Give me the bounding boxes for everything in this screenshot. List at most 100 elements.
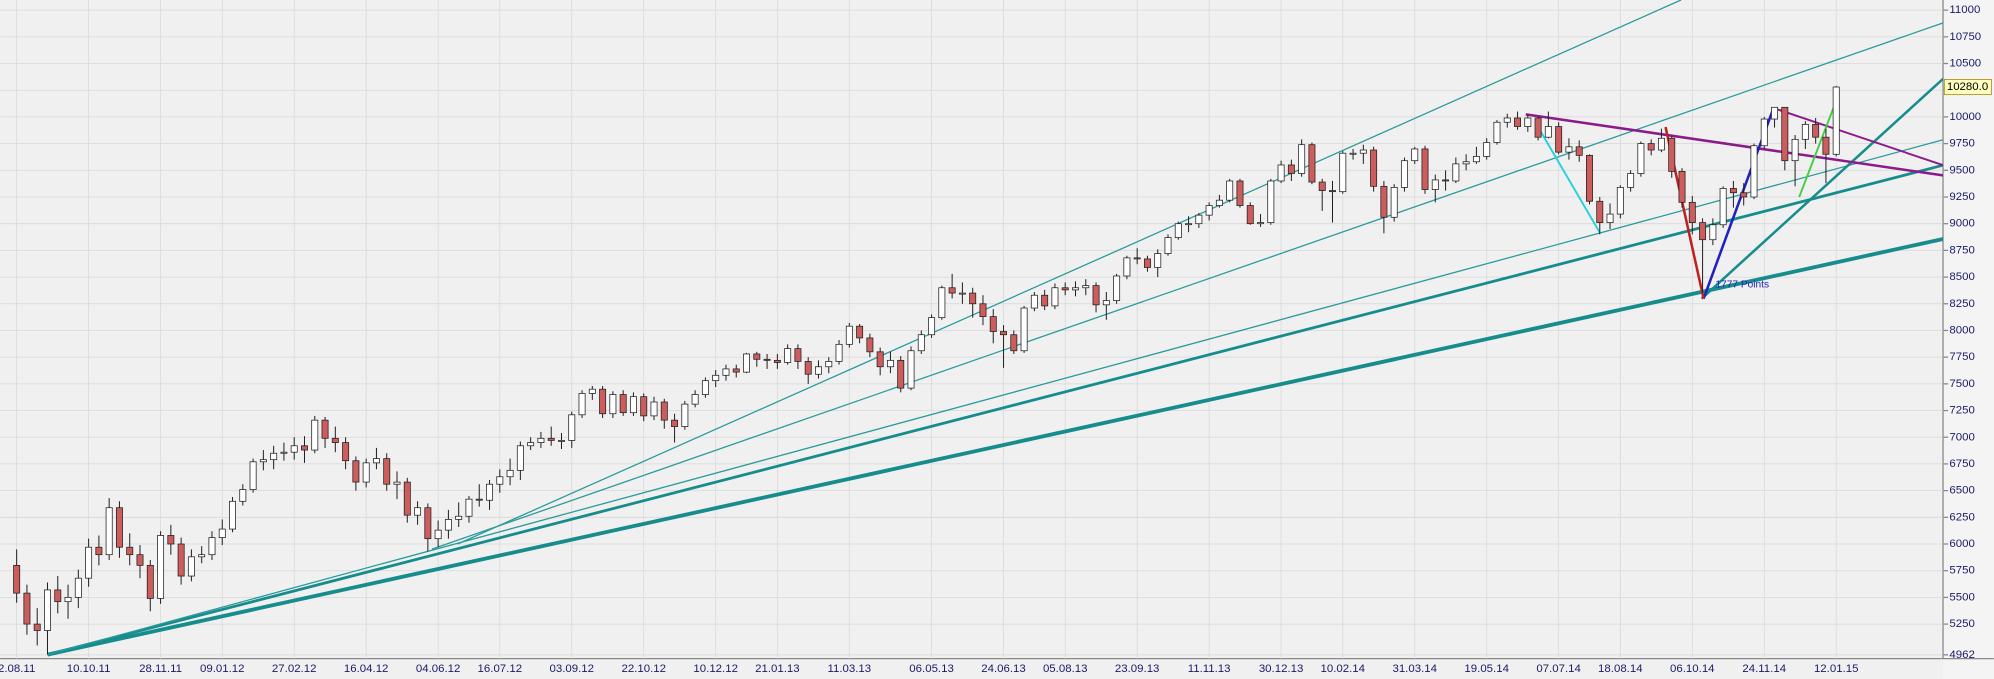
candle-body bbox=[1226, 180, 1234, 201]
candle-body bbox=[886, 359, 894, 368]
candle-body bbox=[537, 437, 545, 443]
candle-body bbox=[414, 507, 422, 516]
y-tick-label: 9250 bbox=[1949, 191, 1974, 203]
candle-body bbox=[691, 394, 699, 405]
candle-body bbox=[115, 507, 123, 548]
trendline bbox=[431, 22, 1944, 550]
candle-body bbox=[876, 351, 884, 368]
candle-body bbox=[1421, 148, 1429, 190]
candle-body bbox=[1493, 121, 1501, 143]
y-tick-label: 5500 bbox=[1949, 591, 1974, 603]
candle-body bbox=[588, 388, 596, 394]
candle-body bbox=[1236, 180, 1244, 206]
candle-body bbox=[496, 476, 504, 485]
candle-body bbox=[444, 519, 452, 531]
candle-body bbox=[1586, 154, 1593, 202]
candle-body bbox=[1616, 187, 1624, 215]
x-tick-label: 11.11.13 bbox=[1188, 663, 1231, 675]
candle-body bbox=[599, 388, 607, 415]
candle-body bbox=[1164, 237, 1172, 254]
candle-body bbox=[1431, 179, 1439, 190]
candle-body bbox=[969, 292, 977, 305]
candle-body bbox=[64, 597, 72, 603]
y-tick-label: 8500 bbox=[1949, 271, 1974, 283]
x-tick-label: 09.01.12 bbox=[200, 663, 245, 675]
y-tick-label: 6250 bbox=[1949, 511, 1974, 523]
candle-body bbox=[835, 343, 843, 362]
candle-body bbox=[1041, 294, 1049, 307]
y-tick-label: 8250 bbox=[1949, 298, 1974, 310]
candle-body bbox=[1082, 285, 1090, 289]
x-tick-label: 24.11.14 bbox=[1742, 663, 1786, 675]
y-tick-label: 11000 bbox=[1949, 4, 1980, 16]
candle-body bbox=[866, 337, 874, 353]
y-tick-label: 7000 bbox=[1949, 431, 1974, 443]
candle-body bbox=[1565, 146, 1573, 153]
candle-body bbox=[383, 458, 391, 485]
candle-body bbox=[342, 442, 350, 462]
candle-body bbox=[229, 500, 236, 530]
candle-body bbox=[249, 461, 257, 490]
candle-body bbox=[1205, 205, 1213, 216]
x-tick-label: 27.02.12 bbox=[272, 663, 317, 675]
x-tick-label: 06.10.14 bbox=[1670, 663, 1715, 675]
y-tick-label: 9000 bbox=[1949, 218, 1974, 230]
candle-body bbox=[85, 546, 93, 579]
candle-body bbox=[1123, 257, 1131, 277]
candle-body bbox=[239, 489, 247, 502]
candle-body bbox=[681, 403, 689, 427]
candle-body bbox=[1010, 334, 1018, 352]
x-tick-label: 22.10.12 bbox=[621, 663, 666, 675]
candle-body bbox=[825, 361, 833, 368]
trendline bbox=[1537, 126, 1601, 234]
candle-body bbox=[629, 396, 637, 414]
candle-body bbox=[784, 348, 792, 363]
candle-body bbox=[259, 459, 267, 463]
candle-body bbox=[1390, 187, 1398, 218]
candle-body bbox=[208, 537, 216, 556]
y-tick-label: 8750 bbox=[1949, 244, 1974, 256]
candle-body bbox=[1771, 106, 1778, 120]
candle-body bbox=[856, 325, 864, 339]
x-tick-label: 21.01.13 bbox=[755, 663, 800, 675]
candle-body bbox=[1729, 188, 1737, 194]
candle-body bbox=[198, 554, 206, 558]
candle-body bbox=[568, 414, 576, 441]
candle-body bbox=[773, 359, 781, 363]
trendlines bbox=[47, 0, 1944, 657]
y-tick-label: 7500 bbox=[1949, 378, 1974, 390]
candle-body bbox=[136, 554, 144, 566]
candle-body bbox=[558, 440, 565, 442]
candle-body bbox=[701, 380, 709, 395]
candle-body bbox=[352, 460, 360, 483]
candle-body bbox=[743, 353, 750, 373]
candle-body bbox=[393, 481, 401, 485]
candle-body bbox=[1606, 213, 1614, 224]
candle-body bbox=[547, 437, 555, 441]
x-tick-label: 23.09.13 bbox=[1115, 663, 1160, 675]
candle-body bbox=[1030, 294, 1038, 309]
y-tick-label: 5750 bbox=[1949, 565, 1974, 577]
candle-body bbox=[1215, 199, 1223, 206]
y-tick-label: 4962 bbox=[1949, 649, 1974, 661]
candle-body bbox=[640, 396, 648, 417]
candle-body bbox=[331, 437, 339, 443]
x-tick-label: 03.09.12 bbox=[550, 663, 595, 675]
candle-body bbox=[1637, 143, 1645, 174]
candle-body bbox=[434, 529, 442, 540]
candle-body bbox=[938, 287, 946, 319]
candle-body bbox=[979, 303, 987, 317]
candle-body bbox=[1483, 142, 1491, 157]
candle-body bbox=[54, 589, 62, 603]
candle-body bbox=[1246, 205, 1254, 225]
candle-body bbox=[1308, 144, 1316, 183]
grid bbox=[0, 0, 1949, 659]
candle-body bbox=[1051, 287, 1059, 307]
candle-body bbox=[23, 592, 31, 625]
candle-body bbox=[1709, 224, 1717, 241]
candle-body bbox=[187, 556, 195, 577]
x-tick-label: 04.06.12 bbox=[416, 663, 461, 675]
candle-body bbox=[506, 469, 514, 478]
candle-body bbox=[516, 445, 524, 471]
candle-body bbox=[928, 317, 936, 336]
